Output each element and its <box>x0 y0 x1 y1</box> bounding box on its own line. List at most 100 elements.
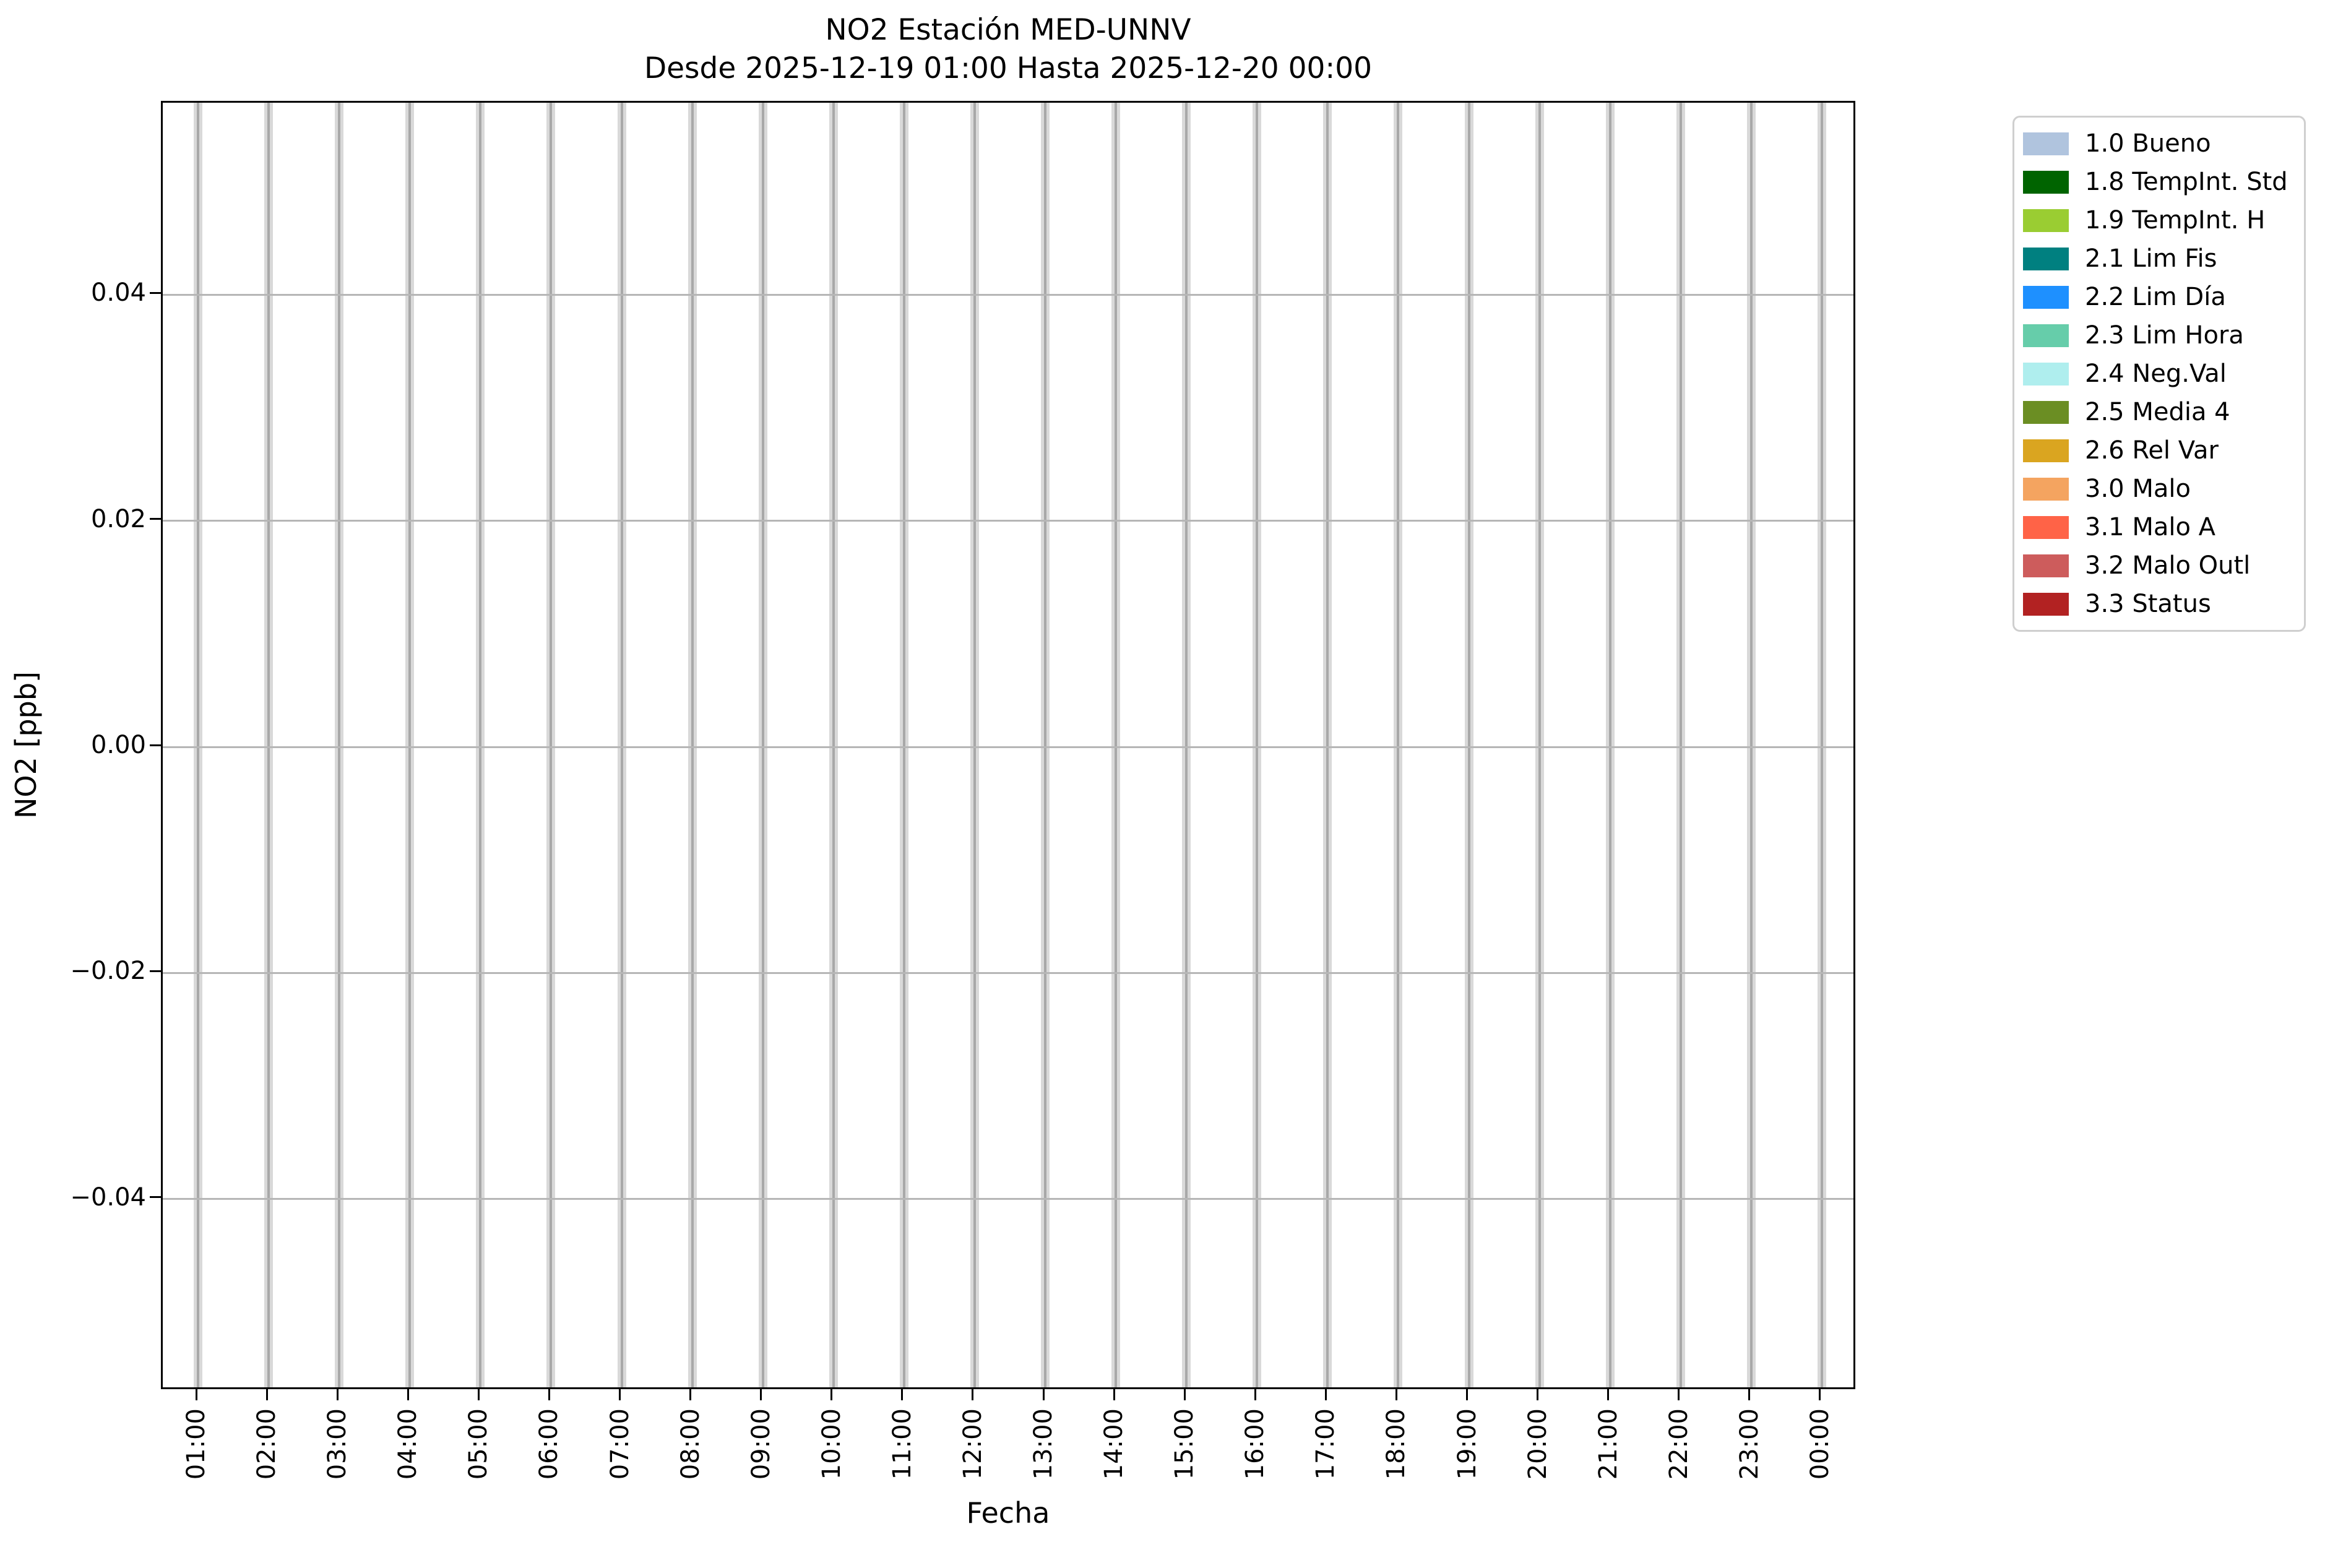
x-tick-label: 06:00 <box>535 1408 564 1480</box>
legend-item: 1.0 Bueno <box>2014 124 2304 163</box>
legend-item: 2.3 Lim Hora <box>2014 316 2304 355</box>
legend-item: 3.3 Status <box>2014 585 2304 623</box>
x-tick-label: 01:00 <box>182 1408 211 1480</box>
x-gridline <box>620 103 623 1387</box>
legend-label: 1.0 Bueno <box>2085 129 2211 158</box>
y-tick-label: −0.04 <box>70 1182 146 1212</box>
x-tick-mark <box>1324 1389 1327 1400</box>
legend-label: 2.5 Media 4 <box>2085 398 2230 426</box>
x-tick-mark <box>1395 1389 1397 1400</box>
x-tick-mark <box>265 1389 268 1400</box>
legend: 1.0 Bueno 1.8 TempInt. Std 1.9 TempInt. H 2… <box>2012 116 2306 632</box>
x-tick-mark <box>1537 1389 1539 1400</box>
x-gridline <box>1326 103 1329 1387</box>
x-gridline <box>761 103 764 1387</box>
y-gridline <box>163 1198 1853 1200</box>
x-tick-label: 12:00 <box>958 1408 987 1480</box>
x-tick-label: 21:00 <box>1594 1408 1623 1480</box>
chart-title-line2: Desde 2025-12-19 01:00 Hasta 2025-12-20 … <box>644 51 1373 85</box>
x-tick-mark <box>195 1389 197 1400</box>
x-gridline <box>1467 103 1470 1387</box>
legend-label: 1.8 TempInt. Std <box>2085 168 2288 196</box>
y-tick-mark <box>150 518 161 520</box>
x-tick-mark <box>1748 1389 1751 1400</box>
legend-label: 2.1 Lim Fis <box>2085 244 2217 273</box>
x-tick-label: 23:00 <box>1735 1408 1764 1480</box>
legend-item: 2.6 Rel Var <box>2014 431 2304 470</box>
legend-swatch <box>2023 209 2069 232</box>
x-gridline <box>1185 103 1188 1387</box>
x-tick-mark <box>477 1389 480 1400</box>
x-tick-label: 09:00 <box>746 1408 775 1480</box>
y-tick-label: −0.02 <box>70 957 146 986</box>
legend-swatch <box>2023 515 2069 539</box>
x-tick-label: 13:00 <box>1029 1408 1058 1480</box>
legend-label: 2.3 Lim Hora <box>2085 321 2244 350</box>
y-tick-label: 0.02 <box>90 504 146 533</box>
x-tick-label: 10:00 <box>817 1408 846 1480</box>
x-tick-label: 02:00 <box>252 1408 282 1480</box>
legend-label: 2.4 Neg.Val <box>2085 360 2227 388</box>
x-gridline <box>1256 103 1259 1387</box>
legend-item: 3.0 Malo <box>2014 470 2304 508</box>
x-gridline <box>338 103 341 1387</box>
x-gridline <box>1538 103 1541 1387</box>
x-tick-mark <box>1254 1389 1256 1400</box>
x-axis-label: Fecha <box>966 1496 1050 1530</box>
plot-area <box>161 101 1855 1389</box>
x-gridline <box>691 103 694 1387</box>
legend-item: 2.5 Media 4 <box>2014 393 2304 431</box>
y-gridline <box>163 293 1853 296</box>
x-tick-mark <box>1042 1389 1045 1400</box>
x-gridline <box>1608 103 1611 1387</box>
legend-item: 2.1 Lim Fis <box>2014 239 2304 278</box>
x-tick-mark <box>689 1389 692 1400</box>
x-tick-label: 04:00 <box>394 1408 423 1480</box>
y-tick-label: 0.00 <box>90 731 146 759</box>
x-tick-mark <box>830 1389 833 1400</box>
x-tick-mark <box>760 1389 762 1400</box>
x-tick-label: 07:00 <box>605 1408 634 1480</box>
x-tick-mark <box>548 1389 550 1400</box>
x-tick-mark <box>1466 1389 1469 1400</box>
x-tick-label: 00:00 <box>1805 1408 1834 1480</box>
legend-swatch <box>2023 592 2069 616</box>
x-tick-label: 14:00 <box>1100 1408 1129 1480</box>
legend-label: 2.6 Rel Var <box>2085 436 2219 465</box>
legend-swatch <box>2023 285 2069 309</box>
legend-label: 3.3 Status <box>2085 590 2211 618</box>
x-tick-label: 05:00 <box>464 1408 493 1480</box>
legend-swatch <box>2023 439 2069 462</box>
legend-swatch <box>2023 247 2069 270</box>
legend-swatch <box>2023 170 2069 194</box>
x-gridline <box>1397 103 1400 1387</box>
y-tick-mark <box>150 1196 161 1199</box>
x-gridline <box>1044 103 1047 1387</box>
y-gridline <box>163 971 1853 974</box>
y-gridline <box>163 520 1853 522</box>
legend-label: 3.0 Malo <box>2085 475 2191 503</box>
legend-swatch <box>2023 324 2069 347</box>
legend-swatch <box>2023 362 2069 386</box>
x-tick-mark <box>1819 1389 1821 1400</box>
x-tick-mark <box>1678 1389 1680 1400</box>
legend-label: 1.9 TempInt. H <box>2085 206 2266 235</box>
legend-item: 1.8 TempInt. Std <box>2014 163 2304 201</box>
x-tick-label: 22:00 <box>1664 1408 1693 1480</box>
x-gridline <box>408 103 412 1387</box>
x-tick-label: 20:00 <box>1523 1408 1552 1480</box>
y-tick-mark <box>150 744 161 746</box>
x-tick-mark <box>619 1389 621 1400</box>
x-gridline <box>832 103 835 1387</box>
x-gridline <box>550 103 553 1387</box>
chart-title: NO2 Estación MED-UNNV Desde 2025-12-19 0… <box>161 11 1855 88</box>
chart-title-line1: NO2 Estación MED-UNNV <box>825 13 1191 47</box>
x-gridline <box>1820 103 1823 1387</box>
x-tick-label: 19:00 <box>1452 1408 1482 1480</box>
x-gridline <box>479 103 482 1387</box>
x-gridline <box>197 103 200 1387</box>
legend-label: 3.1 Malo A <box>2085 513 2216 541</box>
x-tick-mark <box>407 1389 409 1400</box>
x-tick-label: 03:00 <box>323 1408 352 1480</box>
x-gridline <box>1749 103 1753 1387</box>
